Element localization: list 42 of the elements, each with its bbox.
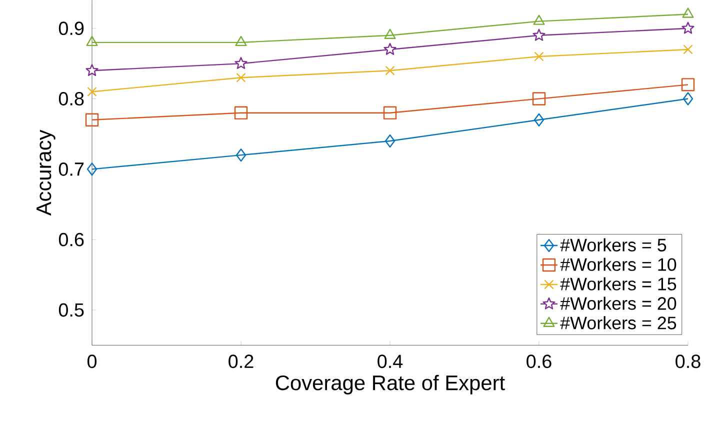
point: [384, 134, 396, 148]
point: [236, 72, 246, 82]
point: [533, 14, 545, 25]
y-tick-label: 0.7: [58, 162, 84, 176]
y-tick-label: 0.5: [58, 303, 84, 317]
legend-label: #Workers = 15: [560, 277, 676, 290]
point: [532, 28, 546, 41]
point: [85, 113, 99, 126]
point: [86, 36, 98, 46]
point: [682, 22, 694, 34]
x-tick-label: 0.2: [228, 354, 254, 368]
point: [683, 44, 693, 54]
x-axis-title: Coverage Rate of Expert: [276, 374, 505, 394]
point: [681, 78, 695, 92]
point: [385, 66, 395, 76]
legend-label: #Workers = 10: [560, 258, 676, 271]
legend-label: #Workers = 5: [560, 238, 666, 252]
legend-label: #Workers = 25: [560, 316, 676, 330]
y-tick-label: 0.6: [58, 232, 84, 246]
legend-label: #Workers = 20: [560, 296, 676, 310]
point: [682, 92, 694, 106]
point: [682, 8, 694, 18]
point: [86, 64, 98, 76]
y-tick-label: 0.8: [58, 92, 84, 106]
point: [384, 42, 396, 55]
point: [534, 113, 544, 126]
point: [384, 28, 396, 39]
point: [86, 162, 98, 176]
x-tick-label: 0: [87, 354, 97, 368]
point: [234, 56, 248, 69]
point: [236, 148, 246, 162]
point: [383, 106, 397, 120]
point: [234, 106, 248, 120]
x-tick-label: 0.4: [378, 354, 403, 368]
point: [534, 52, 544, 62]
x-tick-label: 0.8: [676, 354, 700, 368]
point: [87, 86, 97, 96]
point: [532, 92, 546, 106]
y-axis-title: Accuracy: [36, 130, 56, 216]
y-tick-label: 0.9: [58, 22, 84, 35]
point: [235, 36, 247, 46]
x-tick-label: 0.6: [526, 354, 552, 368]
